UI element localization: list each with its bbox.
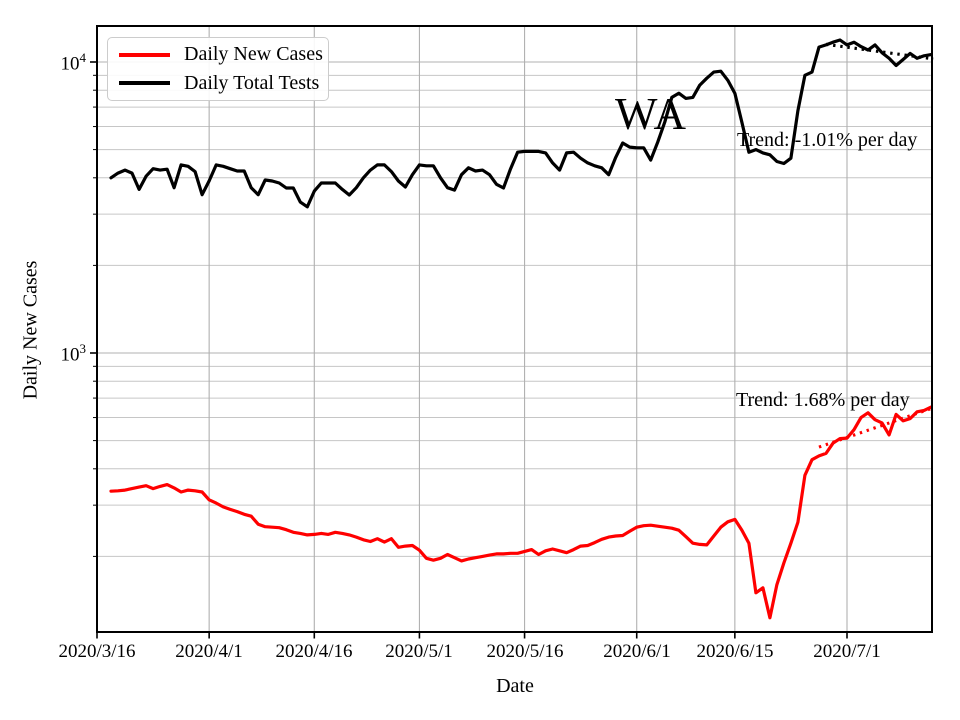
x-tick-label: 2020/4/16 xyxy=(275,641,353,662)
y-tick-label-1e4: 104 xyxy=(60,50,87,75)
plot-frame xyxy=(96,25,933,633)
legend: Daily New Cases Daily Total Tests xyxy=(107,37,329,101)
x-tick-label: 2020/4/1 xyxy=(175,641,243,662)
y-axis-label: Daily New Cases xyxy=(19,260,42,400)
tests-trend-label: Trend: -1.01% per day xyxy=(737,129,918,151)
cases-trend-label: Trend: 1.68% per day xyxy=(736,389,910,411)
state-label: WA xyxy=(615,89,687,139)
y-tick-label-1e3: 103 xyxy=(60,341,87,366)
legend-label: Daily New Cases xyxy=(184,43,323,66)
x-tick-label: 2020/7/1 xyxy=(813,641,881,662)
legend-label: Daily Total Tests xyxy=(184,71,320,94)
x-tick-label: 2020/5/16 xyxy=(486,641,564,662)
x-tick-label: 2020/3/16 xyxy=(58,641,136,662)
series-line-daily-total-tests xyxy=(109,38,933,209)
legend-line-red xyxy=(119,53,170,57)
legend-line-black xyxy=(119,81,170,85)
x-tick-label: 2020/6/1 xyxy=(603,641,671,662)
legend-item: Daily Total Tests xyxy=(108,72,328,95)
x-axis-label: Date xyxy=(496,675,534,697)
x-tick-label: 2020/5/1 xyxy=(385,641,453,662)
series-line-daily-new-cases xyxy=(109,405,933,620)
legend-item: Daily New Cases xyxy=(108,43,328,66)
x-tick-label: 2020/6/15 xyxy=(696,641,774,662)
